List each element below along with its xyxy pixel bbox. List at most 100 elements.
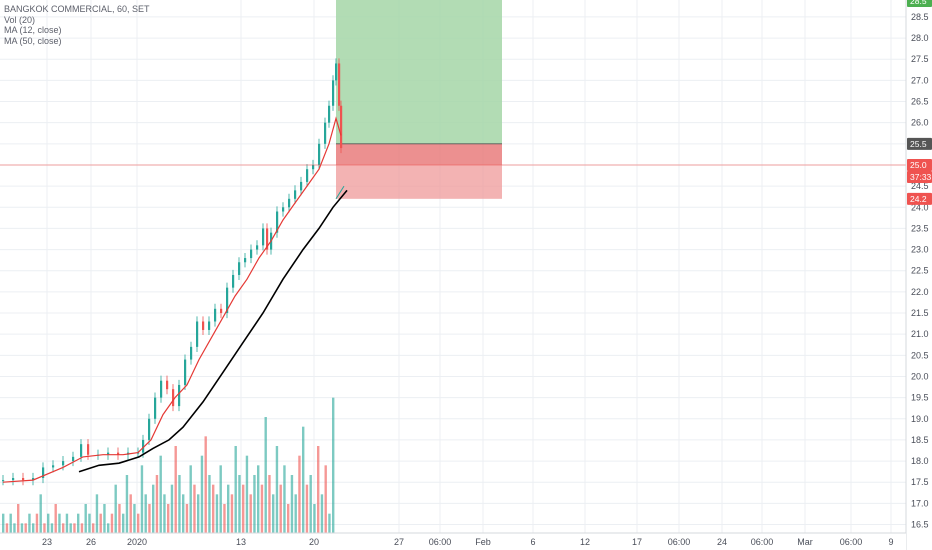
time-tick-label: 27 <box>394 537 404 547</box>
price-tick-label: 23.0 <box>911 245 929 255</box>
candle-body <box>166 380 169 390</box>
moving-averages <box>2 116 348 483</box>
price-tick-label: 19.5 <box>911 393 929 403</box>
candle-body <box>22 478 25 481</box>
candle-body <box>184 359 187 385</box>
time-axis-bg <box>0 533 906 550</box>
candle-body <box>338 63 341 106</box>
profit-zone[interactable] <box>336 0 502 144</box>
price-tick-label: 27.0 <box>911 75 929 85</box>
label-top-bg <box>907 0 932 7</box>
volume-bar <box>62 523 65 533</box>
volume-bar <box>320 494 324 533</box>
candle-body <box>154 397 157 419</box>
price-tick-label: 22.5 <box>911 266 929 276</box>
volume-bar <box>28 513 31 533</box>
volume-bar <box>230 494 234 533</box>
legend-ma12[interactable]: MA (12, close) <box>4 25 62 35</box>
volume-bar <box>155 475 159 533</box>
price-tick-label: 17.5 <box>911 477 929 487</box>
time-tick-label: 26 <box>86 537 96 547</box>
volume-bar <box>272 494 275 533</box>
ma50-line <box>78 189 348 473</box>
volume-bar <box>193 484 196 533</box>
candle-body <box>226 287 229 314</box>
volume-bar <box>129 494 132 533</box>
label-top: 28.5 <box>907 0 932 7</box>
volume-bar <box>294 494 297 533</box>
volume-bar <box>219 465 222 533</box>
price-tick-label: 20.5 <box>911 350 929 360</box>
volume-bar <box>114 484 117 533</box>
price-axis[interactable]: 16.5 17.0 17.5 18.0 18.5 19.0 19.5 20.0 20.5 21.0… <box>905 0 932 550</box>
label-stop-bg <box>907 192 932 205</box>
volume-bar <box>257 465 260 533</box>
price-tick-label: 22.0 <box>911 287 929 297</box>
volume-bar <box>152 484 155 533</box>
volume-bar <box>17 504 20 533</box>
label-last-text: 25.0 <box>910 160 927 170</box>
candle-body <box>2 480 5 482</box>
price-tick-label: 26.0 <box>911 118 929 128</box>
volume-bar <box>264 417 267 533</box>
label-last: 25.0 <box>907 158 932 171</box>
label-stop: 24.2 <box>907 192 932 205</box>
candle-body <box>142 439 145 453</box>
volume-bar <box>242 484 245 533</box>
position-zones[interactable] <box>336 0 502 199</box>
candle-body <box>312 164 315 170</box>
legend-vol[interactable]: Vol (20) <box>4 14 36 25</box>
volume-bar <box>92 523 95 533</box>
candle-body <box>202 321 205 330</box>
volume-bar <box>328 513 331 533</box>
volume-bar <box>69 523 72 533</box>
volume-bar <box>324 465 327 533</box>
volume-bar <box>2 513 5 533</box>
candle-body <box>318 143 321 165</box>
volume-bar <box>208 475 211 533</box>
candle-body <box>62 461 65 466</box>
volume-bar <box>103 504 106 533</box>
volume-bar <box>58 513 61 533</box>
candle-body <box>32 478 35 481</box>
price-tick-label: 24.0 <box>911 202 929 212</box>
volume-bar <box>279 484 282 533</box>
volume-bar <box>54 504 57 533</box>
volume-bar <box>185 504 189 533</box>
volume-bar <box>332 397 335 533</box>
volume-bar <box>50 523 54 533</box>
time-tick-label: 2020 <box>127 537 147 547</box>
price-tick-label: 24.5 <box>911 181 929 191</box>
symbol-title[interactable]: BANGKOK COMMERCIAL, 60, SET <box>4 4 150 14</box>
volume-bar <box>110 513 114 533</box>
price-tick-label: 21.0 <box>911 329 929 339</box>
price-tick-label: 18.0 <box>911 456 929 466</box>
candle-body <box>172 389 175 407</box>
volume-bar <box>80 523 84 533</box>
legend-ma50[interactable]: MA (50, close) <box>4 35 62 46</box>
candle-body <box>190 346 193 360</box>
candle-body <box>288 198 291 208</box>
price-tick-label: 28.5 <box>911 12 929 22</box>
price-tick-label: 19.0 <box>911 414 929 424</box>
volume-bar <box>178 475 181 533</box>
candle-body <box>214 308 217 322</box>
label-target-text: 25.5 <box>910 139 927 149</box>
price-tick-label: 17.0 <box>911 498 929 508</box>
volume-bar <box>148 504 151 533</box>
time-tick-label: 24 <box>717 537 727 547</box>
volume-bar <box>170 484 174 533</box>
volume-bar <box>77 513 80 533</box>
volume-bar <box>275 446 279 533</box>
volume-bar <box>13 523 16 533</box>
candle-body <box>306 169 309 182</box>
volume-bar <box>107 523 110 533</box>
volume-bar <box>167 504 170 533</box>
volume-bar <box>73 523 76 533</box>
time-axis[interactable]: 23 26 2020 13 20 27 06:00 Feb 6 12 17 06:00 24 06:00 M… <box>0 532 906 550</box>
label-last-bg <box>907 158 932 171</box>
volume-bar <box>287 504 290 533</box>
time-tick-label: 06:00 <box>751 537 774 547</box>
candles <box>2 58 343 486</box>
